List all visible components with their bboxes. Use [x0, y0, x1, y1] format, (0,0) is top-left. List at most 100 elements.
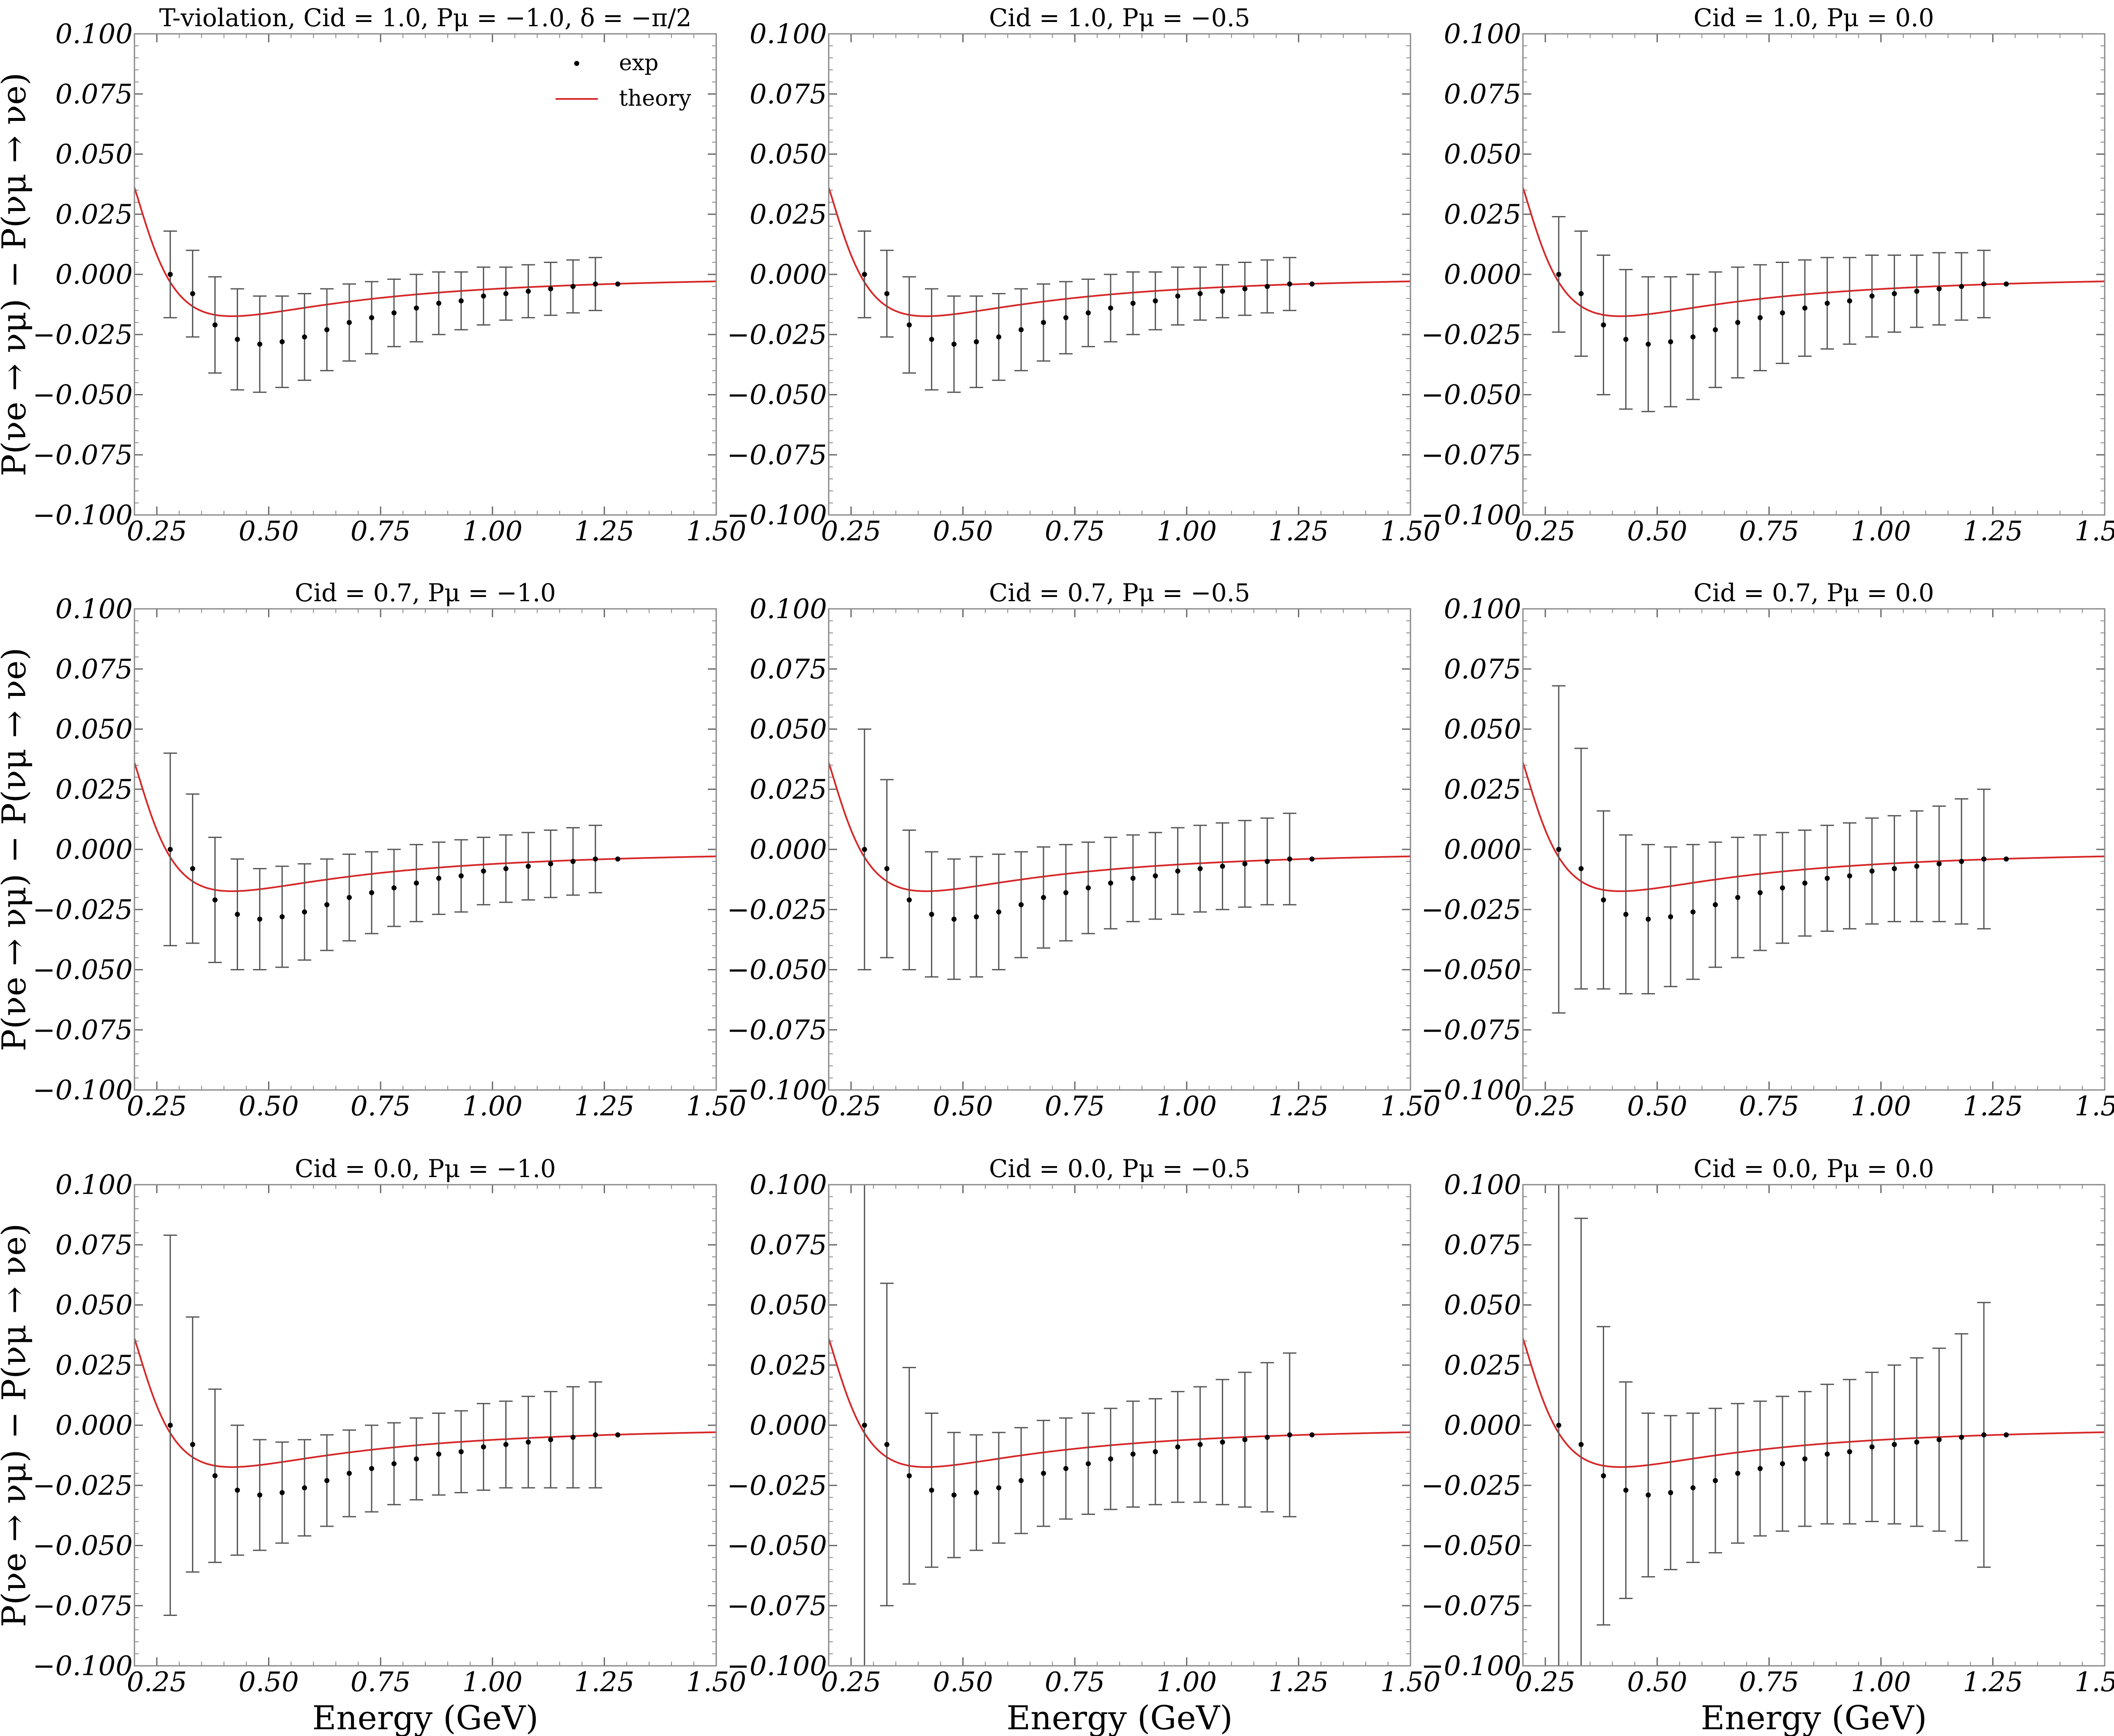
exp-point: [1578, 866, 1584, 871]
exp-point: [1287, 856, 1292, 862]
exp-point: [1220, 288, 1225, 294]
y-tick-label: −0.025: [727, 894, 827, 926]
exp-point: [369, 890, 374, 895]
exp-point: [1108, 880, 1113, 886]
exp-point: [324, 327, 330, 332]
x-tick-label: 1.00: [463, 1091, 523, 1122]
exp-point: [436, 876, 441, 881]
exp-point: [1981, 1432, 1987, 1438]
y-tick-label: −0.050: [33, 955, 133, 986]
exp-point: [1623, 337, 1629, 342]
subplot-4: −0.100 −0.075 −0.050 −0.025 0.000 0.025 0.050 0…: [0, 578, 746, 1122]
exp-point: [1309, 856, 1315, 862]
exp-point: [1265, 284, 1270, 289]
exp-point: [1646, 342, 1651, 347]
exp-point: [974, 914, 979, 920]
y-tick-label: 0.050: [750, 139, 827, 170]
exp-point: [1914, 288, 1920, 294]
y-tick-label: −0.100: [33, 1075, 133, 1106]
minor-ticks: [828, 608, 1411, 1090]
exp-series: [1552, 685, 2009, 1014]
y-tick-label: −0.100: [33, 1651, 133, 1682]
x-tick-label: 0.50: [238, 1667, 299, 1698]
exp-point: [1757, 890, 1763, 895]
exp-point: [929, 912, 934, 917]
y-tick-label: 0.050: [55, 139, 133, 170]
exp-point: [1041, 320, 1046, 325]
exp-point: [413, 880, 419, 886]
x-tick-label: 0.25: [127, 1091, 187, 1122]
y-tick-label: 0.075: [55, 79, 133, 110]
y-axis-label: P(νe → νμ) − P(νμ → νe): [0, 1224, 33, 1627]
y-tick-label: −0.050: [33, 1531, 133, 1562]
subplot-title: Cid = 0.7, Pμ = −1.0: [295, 578, 556, 607]
exp-point: [862, 1423, 867, 1428]
y-tick-label: 0.075: [1444, 654, 1521, 685]
y-tick-label: 0.025: [750, 774, 827, 805]
exp-point: [1130, 301, 1136, 306]
x-tick-label: 1.50: [2075, 1667, 2114, 1698]
exp-point: [1578, 1442, 1584, 1447]
exp-point: [548, 861, 553, 867]
axes-frame: [1522, 608, 2106, 1091]
x-tick-label: 0.25: [1515, 516, 1576, 547]
y-tick-label: 0.025: [1444, 1350, 1521, 1381]
x-tick-label: 1.25: [1268, 1667, 1329, 1698]
y-tick-label: 0.025: [750, 1350, 827, 1381]
exp-series: [1556, 1185, 2009, 1666]
exp-point: [1780, 885, 1785, 891]
exp-point: [391, 310, 397, 316]
y-tick-label: −0.100: [1421, 1075, 1521, 1106]
exp-point: [1824, 301, 1830, 306]
exp-point: [458, 873, 464, 879]
exp-point: [1802, 305, 1807, 311]
x-tick-label: 1.00: [1851, 516, 1911, 547]
exp-point: [1108, 1456, 1113, 1462]
exp-point: [1601, 322, 1606, 328]
exp-point: [212, 1473, 218, 1479]
axes-frame: [1522, 33, 2106, 516]
exp-point: [1623, 912, 1629, 917]
exp-point: [570, 859, 576, 864]
exp-point: [1153, 873, 1158, 879]
y-tick-label: −0.025: [1421, 319, 1521, 350]
exp-point: [1153, 298, 1158, 304]
y-tick-label: 0.050: [1444, 714, 1521, 745]
exp-point: [458, 298, 464, 304]
theory-curve: [1523, 187, 2105, 317]
exp-point: [884, 866, 890, 871]
exp-point: [1646, 1492, 1651, 1498]
exp-point: [526, 288, 531, 294]
minor-ticks: [134, 608, 717, 1090]
x-tick-label: 1.50: [2075, 1091, 2114, 1122]
exp-point: [929, 1487, 934, 1493]
subplot-1: −0.100 −0.075 −0.050 −0.025 0.000 0.025 0.050 0…: [0, 3, 746, 547]
theory-curve: [1523, 762, 2105, 892]
subplot-9: −0.100 −0.075 −0.050 −0.025 0.000 0.025 0.050 0…: [1421, 1154, 2114, 1736]
subplot-6: −0.100 −0.075 −0.050 −0.025 0.000 0.025 0.050 0…: [1421, 578, 2114, 1122]
x-tick-label: 0.75: [1739, 1667, 1799, 1698]
exp-point: [884, 291, 890, 296]
axes-frame: [828, 608, 1411, 1091]
y-tick-label: 0.025: [55, 1350, 133, 1381]
y-tick-label: −0.100: [33, 500, 133, 531]
exp-series: [862, 1185, 1315, 1666]
x-tick-label: 1.25: [574, 1091, 635, 1122]
minor-ticks: [828, 1184, 1411, 1666]
y-tick-label: 0.025: [55, 199, 133, 230]
exp-point: [1085, 310, 1091, 316]
x-tick-label: 1.50: [1380, 1091, 1441, 1122]
exp-point: [1175, 1444, 1180, 1450]
exp-point: [929, 337, 934, 342]
exp-point: [1869, 1444, 1875, 1450]
exp-series: [857, 230, 1315, 393]
exp-point: [1824, 1451, 1830, 1457]
exp-point: [996, 1485, 1002, 1490]
exp-point: [1287, 281, 1292, 287]
y-tick-label: −0.050: [1421, 1531, 1521, 1562]
theory-curve: [829, 762, 1410, 892]
exp-point: [481, 1444, 486, 1450]
y-tick-label: 0.100: [750, 594, 827, 625]
y-tick-label: 0.000: [1444, 1410, 1521, 1441]
y-tick-label: 0.100: [55, 1169, 133, 1201]
